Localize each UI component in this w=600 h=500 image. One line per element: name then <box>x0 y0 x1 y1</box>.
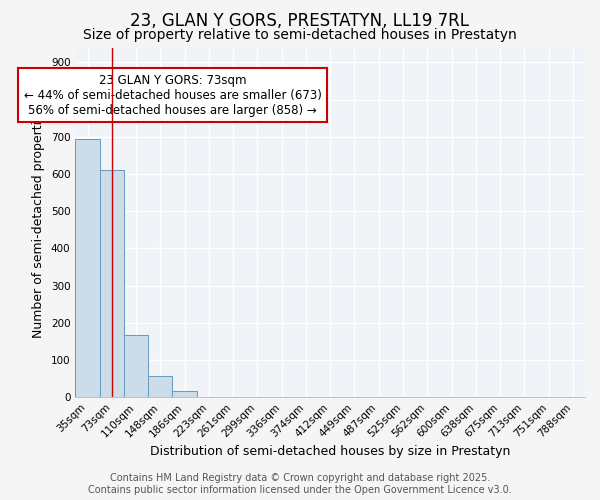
Bar <box>124 334 148 397</box>
X-axis label: Distribution of semi-detached houses by size in Prestatyn: Distribution of semi-detached houses by … <box>150 444 511 458</box>
Y-axis label: Number of semi-detached properties: Number of semi-detached properties <box>32 106 46 338</box>
Text: Size of property relative to semi-detached houses in Prestatyn: Size of property relative to semi-detach… <box>83 28 517 42</box>
Text: 23, GLAN Y GORS, PRESTATYN, LL19 7RL: 23, GLAN Y GORS, PRESTATYN, LL19 7RL <box>131 12 470 30</box>
Bar <box>172 390 197 397</box>
Bar <box>76 140 100 397</box>
Text: Contains HM Land Registry data © Crown copyright and database right 2025.
Contai: Contains HM Land Registry data © Crown c… <box>88 474 512 495</box>
Bar <box>100 170 124 397</box>
Text: 23 GLAN Y GORS: 73sqm
← 44% of semi-detached houses are smaller (673)
56% of sem: 23 GLAN Y GORS: 73sqm ← 44% of semi-deta… <box>23 74 322 116</box>
Bar <box>148 376 172 397</box>
